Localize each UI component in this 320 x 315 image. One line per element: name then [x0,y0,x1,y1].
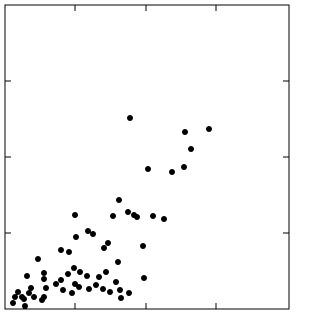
point [93,282,99,288]
point [77,269,83,275]
point [65,271,71,277]
point [105,240,111,246]
point [117,287,123,293]
point [31,294,37,300]
point [60,287,66,293]
point [66,249,72,255]
point [71,265,77,271]
point [41,270,47,276]
point [125,209,131,215]
point [140,243,146,249]
plot-frame [4,4,290,310]
point [161,216,167,222]
point [73,234,79,240]
point [28,285,34,291]
point [76,284,82,290]
point [145,166,151,172]
point [110,213,116,219]
point [69,290,75,296]
point [90,231,96,237]
point [43,285,49,291]
point [58,247,64,253]
point [182,129,188,135]
point [113,279,119,285]
point [22,303,28,309]
point [35,256,41,262]
point [12,294,18,300]
point [58,277,64,283]
point [21,296,27,302]
point [53,281,59,287]
point [100,286,106,292]
point [72,212,78,218]
point [188,146,194,152]
point [85,228,91,234]
point [150,213,156,219]
point [206,126,212,132]
point [107,289,113,295]
point [41,276,47,282]
point [118,295,124,301]
point [115,259,121,265]
point [116,197,122,203]
point [86,286,92,292]
point [126,290,132,296]
point [26,290,32,296]
point [181,164,187,170]
chart [4,4,290,310]
point [141,275,147,281]
point [169,169,175,175]
point [24,273,30,279]
point [101,245,107,251]
point [134,214,140,220]
point [84,273,90,279]
point [39,297,45,303]
point [127,115,133,121]
point [15,289,21,295]
point [103,269,109,275]
point [10,300,16,306]
point [96,274,102,280]
